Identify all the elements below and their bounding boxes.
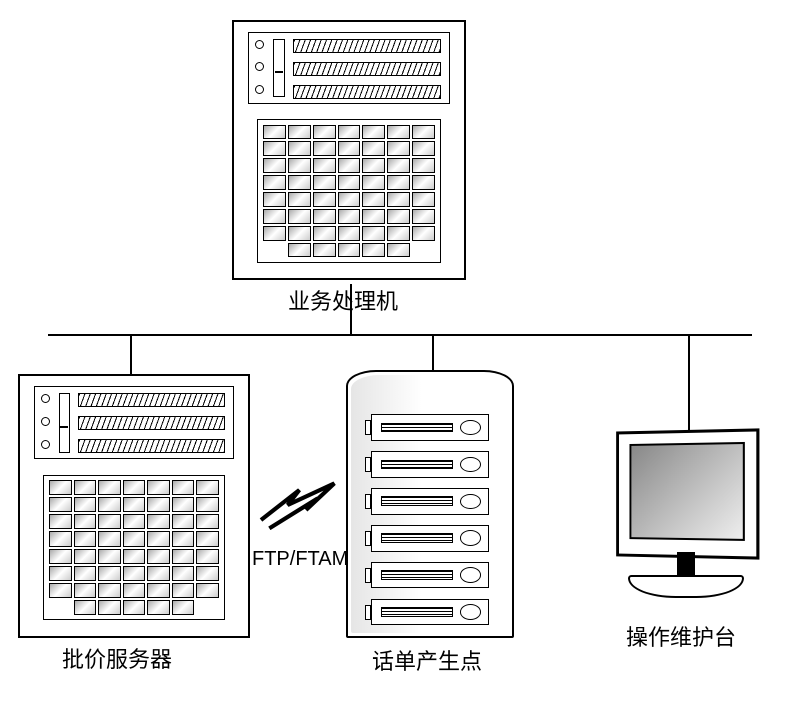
server-button-grid [257,119,441,262]
label-rack: 话单产生点 [372,644,482,676]
label-left-server: 批价服务器 [62,642,172,674]
rack-drive [371,414,489,440]
bus-drop-top [350,284,352,334]
node-monitor [614,430,758,600]
server-top-panel [34,386,235,459]
rack-drive [371,488,489,514]
server-button-grid [43,475,225,621]
bus-drop-left [130,334,132,374]
node-left-server [18,374,250,638]
node-rack [346,370,514,638]
rack-drive [371,599,489,625]
rack-drive [371,525,489,551]
rack-drive [371,451,489,477]
bus-drop-right [688,334,690,430]
server-top-panel [248,32,450,104]
label-monitor: 操作维护台 [626,620,736,652]
diagram-canvas: 业务处理机 批价服务器 话单产生点 FTP/FTAM [0,0,800,714]
rack-drive [371,562,489,588]
label-top-server: 业务处理机 [288,284,398,316]
bus-line [48,334,752,336]
lightning-icon [256,480,346,530]
label-protocol: FTP/FTAM [252,548,348,571]
bus-drop-mid [432,334,434,370]
node-top-server [232,20,466,280]
